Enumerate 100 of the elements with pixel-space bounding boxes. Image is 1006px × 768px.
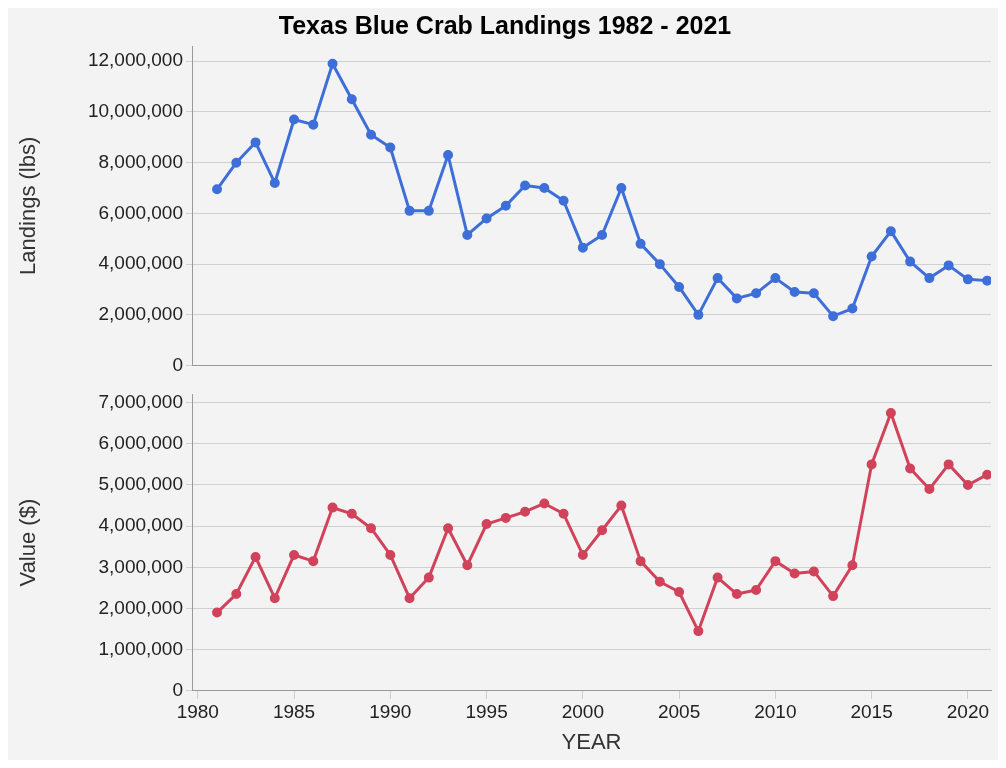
point [712, 273, 723, 284]
point [539, 498, 550, 509]
y-tick-label: 2,000,000 [98, 596, 183, 618]
point [828, 591, 839, 602]
point [269, 593, 280, 604]
point [654, 259, 665, 270]
point [231, 589, 242, 600]
point [712, 572, 723, 583]
point [905, 463, 916, 474]
point [250, 137, 261, 148]
point [789, 568, 800, 579]
point [462, 229, 473, 240]
point [308, 556, 319, 567]
y-tick-label: 8,000,000 [98, 150, 183, 172]
point [366, 129, 377, 140]
point [982, 469, 991, 480]
point [674, 281, 685, 292]
point [462, 560, 473, 571]
point [212, 607, 223, 618]
point [635, 238, 646, 249]
point [520, 180, 531, 191]
point [346, 94, 357, 105]
point [577, 242, 588, 253]
x-tick-label: 2000 [561, 701, 604, 723]
point [404, 205, 415, 216]
point [269, 177, 280, 188]
point [962, 479, 973, 490]
point [751, 584, 762, 595]
point [443, 150, 454, 161]
point [616, 500, 627, 511]
point [366, 523, 377, 534]
y-tick-label: 6,000,000 [98, 432, 183, 454]
point [597, 525, 608, 536]
point [423, 572, 434, 583]
point [250, 552, 261, 563]
point [481, 519, 492, 530]
point [808, 566, 819, 577]
point [289, 114, 300, 125]
point [539, 183, 550, 194]
point [751, 288, 762, 299]
y-tick-label: 7,000,000 [98, 390, 183, 412]
point [385, 549, 396, 560]
point [731, 293, 742, 304]
y-tick-label: 4,000,000 [98, 514, 183, 536]
y-tick-label: 3,000,000 [98, 555, 183, 577]
y-tick-label: 0 [172, 679, 183, 701]
point [770, 556, 781, 567]
chart-title: Texas Blue Crab Landings 1982 - 2021 [278, 10, 732, 39]
point [962, 274, 973, 285]
x-tick-label: 2020 [946, 701, 990, 723]
y-tick-label: 12,000,000 [87, 49, 183, 71]
point [828, 311, 839, 322]
y-tick-label: 4,000,000 [98, 252, 183, 274]
y-tick-label: 6,000,000 [98, 201, 183, 223]
point [327, 58, 338, 69]
y-tick-label: 2,000,000 [98, 303, 183, 325]
point [924, 484, 935, 495]
point [885, 407, 896, 418]
point [558, 195, 569, 206]
point [346, 508, 357, 519]
point [808, 288, 819, 299]
point [847, 303, 858, 314]
point [289, 549, 300, 560]
point [693, 626, 704, 637]
point [654, 576, 665, 587]
point [500, 512, 511, 523]
point [500, 200, 511, 211]
point [982, 275, 991, 286]
point [674, 587, 685, 597]
x-tick-label: 1980 [176, 701, 219, 723]
y-tick-label: 5,000,000 [98, 473, 183, 495]
point [404, 593, 415, 604]
point [866, 251, 877, 262]
point [231, 157, 242, 168]
point [212, 184, 223, 195]
y-tick-label: 10,000,000 [87, 100, 183, 122]
point [731, 589, 742, 600]
x-tick-label: 1995 [465, 701, 508, 723]
point [577, 549, 588, 560]
x-tick-label: 2015 [850, 701, 893, 723]
point [327, 502, 338, 513]
point [943, 459, 954, 470]
x-axis-title: YEAR [561, 728, 622, 754]
point [635, 556, 646, 567]
point [943, 260, 954, 271]
point [770, 273, 781, 284]
point [847, 560, 858, 571]
point [616, 183, 627, 194]
point [693, 309, 704, 320]
x-tick-label: 2005 [657, 701, 701, 723]
point [443, 523, 454, 534]
y-tick-label: 0 [172, 353, 183, 375]
point [924, 273, 935, 284]
point [481, 213, 492, 224]
x-tick-label: 1990 [369, 701, 412, 723]
point [789, 287, 800, 298]
y-tick-label: 1,000,000 [98, 637, 183, 659]
point [308, 119, 319, 130]
y-axis-title: Landings (lbs) [15, 136, 41, 275]
point [520, 506, 531, 517]
